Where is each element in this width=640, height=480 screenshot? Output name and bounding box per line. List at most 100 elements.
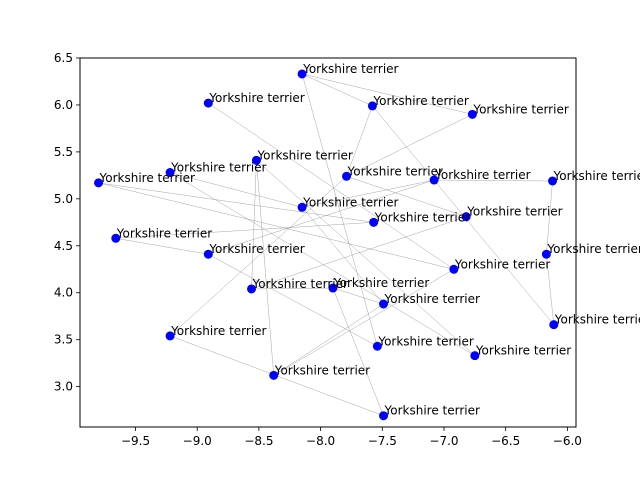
edge-line — [273, 303, 384, 376]
data-point — [379, 411, 389, 421]
data-point — [461, 212, 471, 222]
y-tick-label: 4.0 — [54, 286, 73, 300]
edges-layer — [98, 73, 555, 416]
x-tick-label: −7.5 — [368, 434, 397, 448]
point-label: Yorkshire terrier — [252, 277, 348, 291]
x-tick-label: −8.0 — [306, 434, 335, 448]
edge-line — [273, 269, 454, 376]
data-point — [328, 283, 338, 293]
point-label: Yorkshire terrier — [333, 276, 429, 290]
point-label: Yorkshire terrier — [475, 344, 571, 358]
x-tick-label: −8.5 — [244, 434, 273, 448]
y-tick-label: 6.0 — [54, 98, 73, 112]
data-point — [251, 155, 261, 165]
point-label: Yorkshire terrier — [274, 363, 370, 377]
edge-line — [98, 182, 374, 223]
point-label: Yorkshire terrier — [546, 242, 640, 256]
y-tick-label: 5.0 — [54, 192, 73, 206]
edge-line — [346, 105, 373, 177]
edge-line — [251, 216, 467, 290]
point-label: Yorkshire terrier — [99, 171, 195, 185]
edge-line — [346, 114, 473, 177]
x-tick-label: −9.0 — [183, 434, 212, 448]
data-point — [111, 233, 121, 243]
plot-frame — [79, 57, 577, 428]
point-label: Yorkshire terrier — [116, 226, 212, 240]
y-tick-label: 3.5 — [54, 333, 73, 347]
edge-line — [546, 254, 555, 325]
data-point — [372, 341, 382, 351]
edge-line — [302, 73, 473, 115]
edge-line — [98, 182, 454, 270]
y-tick-label: 3.0 — [54, 380, 73, 394]
point-label: Yorkshire terrier — [377, 334, 473, 348]
edge-line — [170, 172, 303, 208]
data-point — [342, 171, 352, 181]
data-point — [541, 249, 551, 259]
edge-line — [115, 238, 209, 255]
data-point — [449, 264, 459, 274]
points-layer — [94, 69, 559, 421]
point-label: Yorkshire terrier — [374, 210, 470, 224]
point-label: Yorkshire terrier — [454, 257, 550, 271]
data-point — [429, 175, 439, 185]
y-tick-label: 4.5 — [54, 239, 73, 253]
edge-line — [546, 180, 553, 255]
point-label: Yorkshire terrier — [384, 292, 480, 306]
data-point — [379, 299, 389, 309]
data-point — [165, 331, 175, 341]
edge-line — [301, 73, 378, 347]
data-point — [467, 109, 477, 119]
edge-line — [301, 73, 373, 107]
edge-line — [434, 179, 553, 182]
edge-line — [302, 179, 435, 208]
data-point — [369, 217, 379, 227]
y-tick-label: 6.5 — [54, 51, 73, 65]
point-label: Yorkshire terrier — [347, 164, 443, 178]
point-label: Yorkshire terrier — [170, 324, 266, 338]
edge-line — [332, 287, 384, 305]
edge-line — [251, 160, 257, 289]
point-label: Yorkshire terrier — [256, 148, 352, 162]
edge-line — [208, 102, 454, 270]
edge-line — [251, 287, 333, 290]
data-point — [367, 101, 377, 111]
y-axis: 3.0 3.5 4.0 4.5 5.0 5.5 6.0 6.5 — [54, 51, 80, 394]
point-label: Yorkshire terrier — [372, 94, 468, 108]
edge-line — [332, 287, 384, 416]
edge-line — [346, 176, 467, 217]
x-tick-label: −9.5 — [121, 434, 150, 448]
point-label: Yorkshire terrier — [302, 62, 398, 76]
data-point — [548, 176, 558, 186]
data-point — [549, 320, 559, 330]
point-label: Yorkshire terrier — [472, 102, 568, 116]
point-label: Yorkshire terrier — [553, 169, 640, 183]
data-point — [247, 284, 257, 294]
x-tick-label: −6.0 — [553, 434, 582, 448]
x-tick-label: −7.0 — [429, 434, 458, 448]
point-label: Yorkshire terrier — [554, 313, 640, 327]
x-axis: −9.5 −9.0 −8.5 −8.0 −7.5 −7.0 −6.5 −6.0 — [121, 427, 582, 448]
edge-line — [256, 160, 475, 356]
edge-line — [169, 176, 347, 337]
data-point — [297, 202, 307, 212]
data-point — [94, 178, 104, 188]
data-point — [203, 98, 213, 108]
edge-line — [208, 179, 435, 255]
point-label: Yorkshire terrier — [208, 242, 304, 256]
x-tick-label: −6.5 — [491, 434, 520, 448]
point-label: Yorkshire terrier — [302, 195, 398, 209]
data-point — [203, 249, 213, 259]
edge-line — [115, 222, 374, 239]
point-label: Yorkshire terrier — [170, 161, 266, 175]
y-tick-label: 5.5 — [54, 145, 73, 159]
data-point — [269, 370, 279, 380]
edge-line — [169, 172, 475, 356]
data-point — [165, 168, 175, 178]
point-label: Yorkshire terrier — [384, 404, 480, 418]
point-label: Yorkshire terrier — [466, 205, 562, 219]
data-point — [470, 351, 480, 361]
